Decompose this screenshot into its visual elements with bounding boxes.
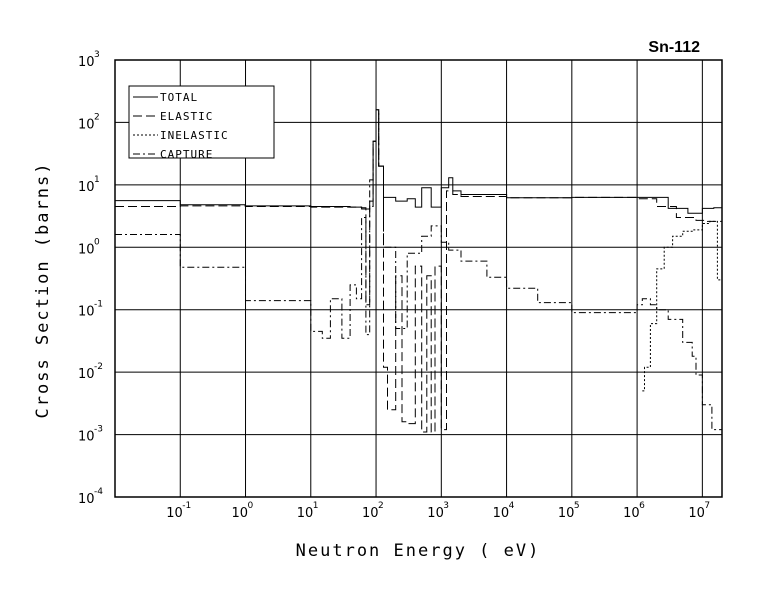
x-axis-title: Neutron Energy ( eV) — [296, 541, 541, 561]
x-tick-exponent: -1 — [182, 501, 191, 511]
x-tick-exponent: 3 — [443, 501, 449, 511]
x-tick-base: 10 — [166, 506, 183, 521]
y-axis-title: Cross Section (barns) — [33, 162, 53, 419]
tick-labels: 10 -1 10 0 10 1 10 2 10 3 10 4 10 5 10 6 10 710 -410 -310 -2… — [78, 50, 710, 521]
x-tick-label: 10 4 — [493, 501, 515, 521]
legend: TOTAL ELASTIC INELASTIC CAPTURE — [128, 85, 275, 161]
y-tick-label: 10 2 — [78, 112, 100, 132]
series-line-elastic — [115, 109, 723, 433]
x-tick-label: 10 -1 — [166, 501, 191, 521]
y-tick-exponent: -3 — [94, 425, 103, 435]
y-tick-label: 10 3 — [78, 50, 100, 70]
series-line-inelastic — [642, 220, 723, 392]
y-tick-label: 10 -2 — [78, 362, 103, 382]
y-tick-base: 10 — [78, 117, 95, 132]
y-tick-base: 10 — [78, 242, 95, 257]
y-tick-exponent: 2 — [94, 112, 100, 122]
legend-label-inelastic: INELASTIC — [160, 129, 229, 142]
x-tick-exponent: 6 — [639, 501, 645, 511]
legend-box — [128, 85, 275, 159]
x-tick-exponent: 0 — [248, 501, 254, 511]
x-tick-label: 10 3 — [427, 501, 449, 521]
y-tick-exponent: 3 — [94, 50, 100, 60]
y-tick-exponent: -1 — [94, 300, 103, 310]
y-tick-label: 10 1 — [78, 175, 100, 195]
y-tick-exponent: -2 — [94, 362, 103, 372]
x-tick-exponent: 1 — [313, 501, 319, 511]
x-tick-exponent: 7 — [704, 501, 710, 511]
x-tick-exponent: 4 — [509, 501, 515, 511]
y-tick-base: 10 — [78, 430, 95, 445]
y-tick-base: 10 — [78, 55, 95, 70]
y-tick-exponent: 1 — [94, 175, 100, 185]
legend-label-total: TOTAL — [160, 91, 198, 104]
legend-label-capture: CAPTURE — [160, 148, 213, 161]
series-layer — [115, 109, 723, 435]
x-tick-label: 10 1 — [297, 501, 319, 521]
x-tick-label: 10 5 — [558, 501, 580, 521]
legend-label-elastic: ELASTIC — [160, 110, 213, 123]
x-tick-label: 10 0 — [232, 501, 254, 521]
x-tick-base: 10 — [297, 506, 314, 521]
x-tick-label: 10 6 — [623, 501, 645, 521]
chart-title: Sn-112 — [648, 39, 700, 56]
x-tick-base: 10 — [623, 506, 640, 521]
x-tick-base: 10 — [688, 506, 705, 521]
y-tick-base: 10 — [78, 180, 95, 195]
y-tick-label: 10 -3 — [78, 425, 103, 445]
x-tick-base: 10 — [232, 506, 249, 521]
y-tick-exponent: -4 — [94, 487, 103, 497]
y-tick-exponent: 0 — [94, 237, 100, 247]
x-tick-exponent: 5 — [574, 501, 580, 511]
x-tick-label: 10 2 — [362, 501, 384, 521]
series-line-capture — [115, 109, 723, 435]
y-tick-base: 10 — [78, 367, 95, 382]
y-tick-base: 10 — [78, 305, 95, 320]
x-tick-base: 10 — [558, 506, 575, 521]
y-tick-label: 10 0 — [78, 237, 100, 257]
y-tick-base: 10 — [78, 492, 95, 507]
y-tick-label: 10 -4 — [78, 487, 103, 507]
x-tick-base: 10 — [362, 506, 379, 521]
y-tick-label: 10 -1 — [78, 300, 103, 320]
plot-frame — [114, 59, 723, 498]
x-tick-base: 10 — [427, 506, 444, 521]
x-tick-label: 10 7 — [688, 501, 710, 521]
x-tick-base: 10 — [493, 506, 510, 521]
x-tick-exponent: 2 — [378, 501, 384, 511]
